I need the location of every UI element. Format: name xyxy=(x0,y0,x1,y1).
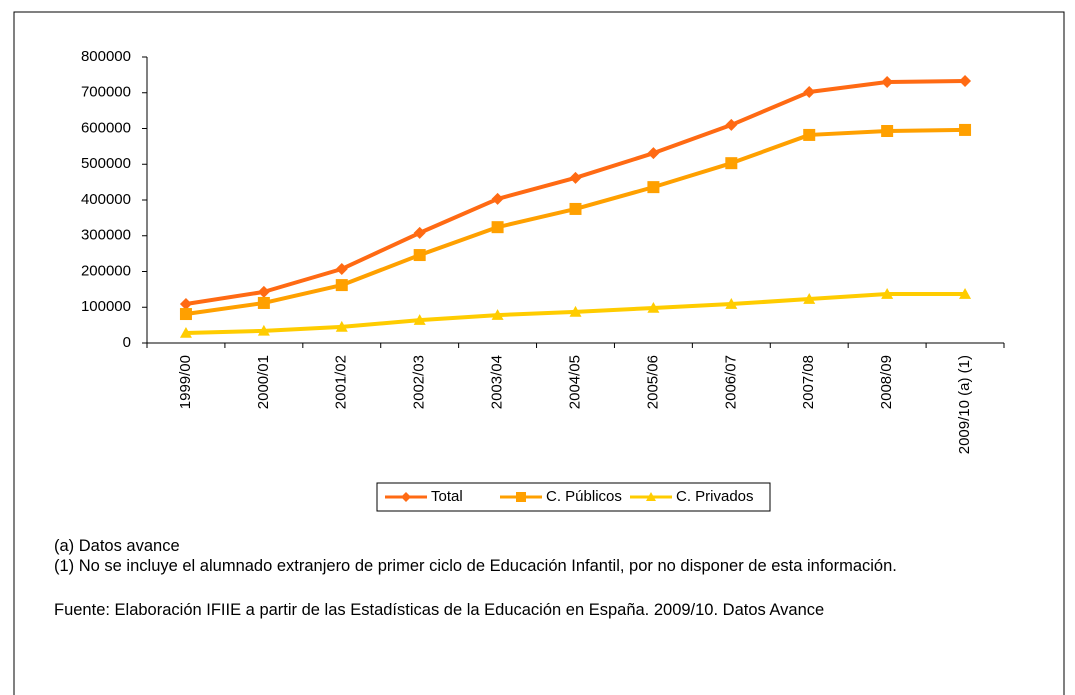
marker xyxy=(491,221,504,234)
x-tick-label: 2009/10 (a) (1) xyxy=(956,355,973,454)
y-tick-label: 300000 xyxy=(81,227,131,244)
marker xyxy=(257,324,270,336)
marker xyxy=(257,296,270,309)
x-tick-label: 1999/00 xyxy=(177,355,194,409)
marker xyxy=(647,301,660,313)
legend-label: C. Privados xyxy=(676,488,754,505)
x-tick-label: 2004/05 xyxy=(566,355,583,409)
x-tick-label: 2005/06 xyxy=(644,355,661,409)
y-tick-label: 500000 xyxy=(81,155,131,172)
legend-label: Total xyxy=(431,488,463,505)
y-tick-label: 700000 xyxy=(81,84,131,101)
x-tick-label: 2008/09 xyxy=(878,355,895,409)
marker xyxy=(335,320,348,332)
y-tick-label: 200000 xyxy=(81,262,131,279)
marker xyxy=(647,147,660,160)
marker xyxy=(647,181,660,194)
x-tick-label: 2000/01 xyxy=(255,355,272,409)
marker xyxy=(569,202,582,215)
marker xyxy=(725,118,738,131)
note: (a) Datos avance xyxy=(54,537,180,555)
marker xyxy=(959,123,972,136)
y-tick-label: 600000 xyxy=(81,119,131,136)
marker xyxy=(725,157,738,170)
legend-label: C. Públicos xyxy=(546,488,622,505)
marker xyxy=(803,128,816,141)
marker xyxy=(569,305,582,317)
legend-box xyxy=(376,482,771,512)
marker xyxy=(401,492,411,502)
note: (1) No se incluye el alumnado extranjero… xyxy=(54,557,897,575)
marker xyxy=(413,314,426,325)
marker xyxy=(803,293,816,304)
y-tick-label: 0 xyxy=(123,334,131,351)
x-tick-label: 2001/02 xyxy=(333,355,350,409)
marker xyxy=(257,285,270,298)
x-tick-label: 2007/08 xyxy=(800,355,817,409)
note: Fuente: Elaboración IFIIE a partir de la… xyxy=(54,601,825,619)
marker xyxy=(725,298,738,309)
marker xyxy=(881,125,894,138)
marker xyxy=(959,288,972,299)
marker xyxy=(516,492,526,502)
marker xyxy=(335,262,348,275)
marker xyxy=(803,86,816,99)
marker xyxy=(881,76,894,89)
series-line xyxy=(185,78,966,307)
y-tick-label: 800000 xyxy=(81,48,131,65)
marker xyxy=(179,298,192,311)
x-tick-label: 2002/03 xyxy=(411,355,428,409)
marker xyxy=(646,492,656,501)
x-tick-label: 2003/04 xyxy=(489,355,506,409)
marker xyxy=(881,288,894,299)
marker xyxy=(959,74,972,87)
y-tick-label: 400000 xyxy=(81,191,131,208)
marker xyxy=(179,308,192,321)
frame xyxy=(13,11,1065,695)
marker xyxy=(413,226,426,239)
marker xyxy=(491,309,504,320)
y-tick-label: 100000 xyxy=(81,298,131,315)
marker xyxy=(179,326,192,338)
marker xyxy=(491,192,504,205)
marker xyxy=(413,249,426,262)
x-tick-label: 2006/07 xyxy=(722,355,739,409)
marker xyxy=(335,279,348,292)
series-line xyxy=(185,127,966,317)
marker xyxy=(569,171,582,184)
